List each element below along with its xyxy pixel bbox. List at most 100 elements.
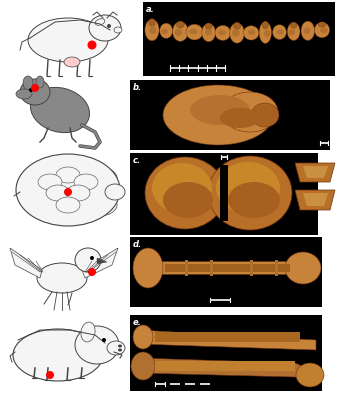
Ellipse shape	[76, 25, 104, 41]
Ellipse shape	[251, 103, 279, 127]
Polygon shape	[138, 358, 316, 382]
Bar	[185, 260, 188, 276]
Ellipse shape	[273, 25, 286, 40]
Bar	[165, 264, 290, 272]
Ellipse shape	[131, 352, 155, 380]
Ellipse shape	[314, 22, 330, 38]
Ellipse shape	[21, 168, 39, 182]
Bar	[220, 165, 228, 221]
Ellipse shape	[64, 57, 80, 67]
Ellipse shape	[133, 248, 163, 288]
Polygon shape	[138, 330, 316, 350]
Ellipse shape	[149, 18, 156, 26]
Ellipse shape	[190, 95, 250, 125]
Ellipse shape	[75, 326, 119, 364]
Ellipse shape	[163, 85, 273, 145]
Ellipse shape	[218, 30, 226, 35]
Ellipse shape	[220, 108, 260, 128]
Bar	[130, 153, 318, 235]
Ellipse shape	[289, 29, 295, 35]
Ellipse shape	[163, 182, 213, 218]
Ellipse shape	[262, 21, 269, 29]
Ellipse shape	[102, 338, 106, 342]
Circle shape	[64, 188, 72, 196]
Ellipse shape	[248, 30, 255, 35]
Ellipse shape	[31, 87, 89, 132]
Ellipse shape	[205, 29, 212, 35]
Ellipse shape	[208, 156, 292, 230]
Ellipse shape	[202, 24, 216, 42]
Text: c.: c.	[133, 156, 141, 165]
Ellipse shape	[133, 325, 153, 349]
Ellipse shape	[233, 22, 241, 29]
Ellipse shape	[205, 23, 212, 29]
Ellipse shape	[145, 157, 225, 229]
Ellipse shape	[264, 29, 270, 37]
Text: d.: d.	[133, 240, 142, 249]
Ellipse shape	[145, 19, 159, 41]
Ellipse shape	[285, 252, 321, 284]
Ellipse shape	[301, 21, 314, 40]
Ellipse shape	[107, 24, 111, 28]
Ellipse shape	[16, 154, 120, 226]
Bar	[250, 260, 253, 276]
Bar	[140, 261, 295, 274]
Ellipse shape	[176, 21, 184, 28]
Bar	[130, 237, 322, 307]
Ellipse shape	[74, 174, 98, 190]
Ellipse shape	[90, 256, 94, 260]
Text: a.: a.	[146, 5, 155, 14]
Ellipse shape	[37, 263, 87, 293]
Polygon shape	[82, 248, 118, 278]
Ellipse shape	[222, 92, 278, 132]
Ellipse shape	[21, 198, 39, 212]
Ellipse shape	[89, 15, 121, 41]
Bar	[155, 361, 295, 371]
Ellipse shape	[118, 345, 122, 347]
Ellipse shape	[232, 29, 239, 37]
Polygon shape	[295, 190, 335, 210]
Ellipse shape	[277, 29, 284, 35]
Ellipse shape	[228, 182, 280, 218]
Ellipse shape	[56, 167, 80, 183]
Ellipse shape	[99, 201, 117, 215]
Ellipse shape	[16, 89, 32, 99]
Ellipse shape	[114, 27, 122, 33]
Ellipse shape	[304, 28, 310, 34]
Ellipse shape	[149, 26, 156, 34]
Polygon shape	[10, 248, 42, 278]
Ellipse shape	[296, 363, 324, 387]
Ellipse shape	[13, 329, 103, 381]
Ellipse shape	[46, 185, 70, 201]
Polygon shape	[303, 193, 328, 206]
Ellipse shape	[81, 322, 95, 342]
Ellipse shape	[107, 341, 125, 355]
Ellipse shape	[170, 100, 220, 136]
Ellipse shape	[259, 22, 272, 43]
Ellipse shape	[290, 22, 297, 28]
Bar	[275, 260, 278, 276]
Ellipse shape	[95, 19, 105, 25]
Ellipse shape	[56, 197, 80, 213]
Ellipse shape	[99, 168, 117, 182]
Ellipse shape	[66, 185, 90, 201]
Polygon shape	[97, 258, 107, 264]
Ellipse shape	[36, 76, 44, 88]
Ellipse shape	[318, 22, 326, 27]
Polygon shape	[295, 163, 335, 182]
Ellipse shape	[20, 79, 50, 105]
Circle shape	[88, 268, 96, 276]
Ellipse shape	[75, 248, 101, 272]
Bar	[130, 315, 322, 391]
Ellipse shape	[118, 349, 122, 351]
Circle shape	[46, 371, 54, 379]
Ellipse shape	[320, 28, 328, 33]
Ellipse shape	[216, 162, 280, 214]
Bar	[155, 332, 300, 342]
Circle shape	[31, 84, 39, 92]
Ellipse shape	[189, 29, 198, 34]
Ellipse shape	[160, 23, 173, 39]
Bar	[130, 80, 330, 150]
Ellipse shape	[174, 29, 182, 36]
Bar	[210, 260, 213, 276]
